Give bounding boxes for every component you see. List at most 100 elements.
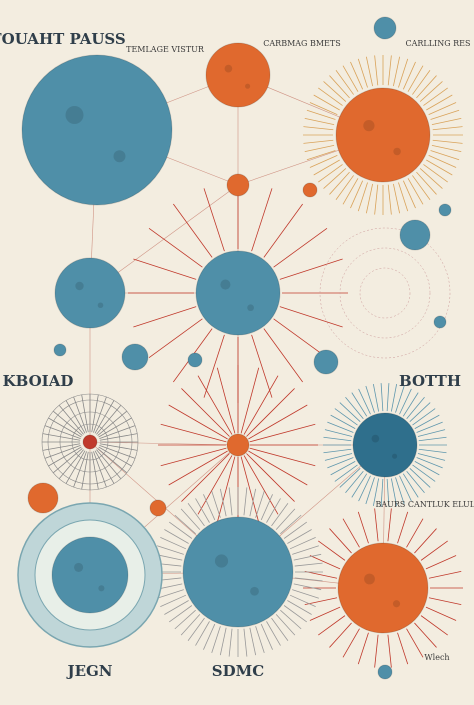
ray — [304, 117, 335, 125]
ray — [358, 475, 371, 502]
planet — [399, 219, 431, 251]
ray — [313, 94, 340, 111]
ray — [329, 171, 350, 195]
planet — [226, 433, 250, 457]
ray — [428, 102, 457, 116]
ray — [374, 55, 379, 86]
ray — [395, 385, 405, 413]
planet — [373, 16, 397, 40]
ray — [419, 168, 443, 189]
ray — [271, 617, 289, 642]
connector — [89, 441, 239, 446]
planet — [302, 182, 318, 198]
ray — [417, 429, 446, 437]
ray — [342, 518, 360, 548]
label: TURFOUAHT PAUSS — [0, 30, 126, 48]
ray — [203, 334, 225, 398]
ray — [249, 627, 257, 656]
planet — [187, 352, 203, 368]
ray — [412, 175, 431, 200]
ray — [280, 514, 302, 535]
ray — [386, 383, 390, 412]
ray — [416, 421, 443, 433]
ray — [249, 423, 316, 443]
ray — [181, 453, 230, 502]
ray — [279, 258, 343, 280]
crater — [74, 562, 84, 572]
ray — [397, 632, 409, 665]
ray — [251, 188, 273, 252]
ray — [197, 455, 233, 515]
orbit-ring — [41, 393, 139, 491]
label: BAURS CANTLUK ELULAONC — [375, 500, 474, 509]
ray — [52, 448, 83, 474]
planet — [149, 499, 167, 517]
ray — [428, 597, 462, 606]
ray — [387, 634, 392, 668]
ray — [387, 508, 392, 542]
ray — [157, 589, 184, 599]
ray — [65, 450, 86, 484]
ray — [275, 508, 296, 530]
ray — [390, 384, 398, 412]
ray — [160, 447, 227, 467]
ray — [432, 126, 463, 131]
ray — [246, 388, 295, 437]
ray — [96, 449, 122, 480]
ray — [309, 102, 338, 116]
ray — [180, 508, 201, 530]
ray — [406, 470, 425, 494]
ray — [350, 180, 364, 209]
ray — [93, 451, 107, 488]
ray — [345, 470, 364, 494]
ray — [133, 306, 197, 328]
orbit-ring — [339, 247, 431, 339]
ray — [306, 150, 336, 161]
ray — [334, 408, 358, 426]
ray — [414, 414, 440, 429]
ray — [409, 402, 431, 423]
planet — [335, 87, 431, 183]
ray — [329, 75, 350, 99]
ray — [430, 150, 460, 161]
planet — [337, 542, 429, 634]
ray — [280, 609, 302, 630]
ray — [73, 396, 87, 433]
ray — [423, 164, 448, 183]
ray — [387, 184, 392, 215]
ray — [211, 626, 221, 653]
ray — [324, 453, 353, 461]
ray — [65, 400, 86, 434]
planet — [313, 349, 339, 375]
ray — [372, 478, 380, 506]
ray — [99, 443, 138, 451]
ray — [219, 488, 227, 517]
ray — [81, 394, 89, 433]
label: BOTTH — [399, 372, 461, 390]
ray — [243, 628, 248, 657]
label: Wlech — [424, 653, 449, 662]
planet — [195, 250, 281, 336]
ray — [99, 425, 136, 439]
ray — [342, 178, 359, 205]
ray — [275, 614, 296, 636]
label: KBOIAD — [3, 372, 74, 390]
ray — [432, 139, 463, 144]
ray — [97, 410, 128, 436]
ray — [195, 621, 210, 646]
ray — [173, 203, 213, 258]
crater — [247, 304, 254, 312]
ray — [48, 417, 82, 438]
ray — [249, 488, 257, 517]
planet — [438, 203, 452, 217]
ray — [409, 467, 431, 488]
ray — [398, 58, 409, 88]
ray — [339, 467, 361, 488]
ray — [203, 623, 216, 650]
ray — [323, 168, 347, 189]
orbit-ring — [47, 399, 133, 485]
ray — [374, 508, 379, 542]
ray — [318, 615, 346, 636]
ray — [412, 408, 436, 426]
ray — [228, 628, 233, 657]
